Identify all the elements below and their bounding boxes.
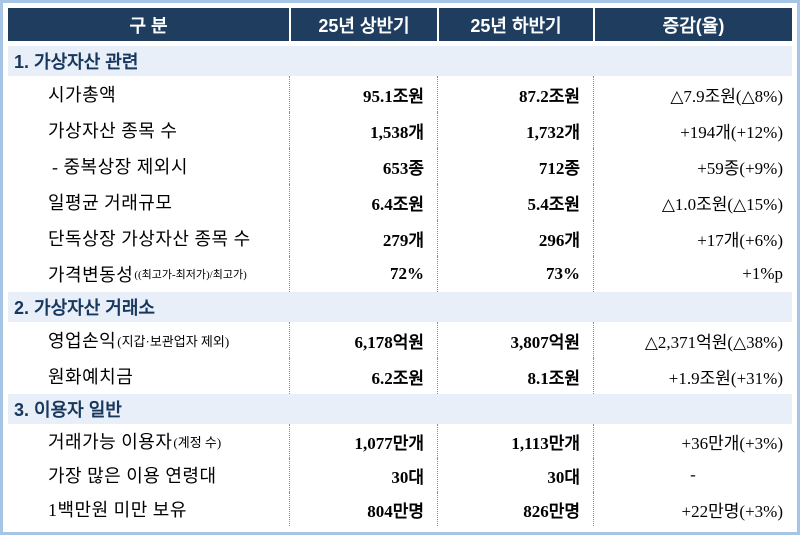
- row-value-h2: 296개: [437, 220, 593, 256]
- table-row: 거래가능 이용자 (계정 수) 1,077만개 1,113만개 +36만개(+3%…: [8, 424, 792, 458]
- table-row: 1백만원 미만 보유 804만명 826만명 +22만명(+3%): [8, 492, 792, 526]
- row-value-change: +17개(+6%): [593, 220, 792, 256]
- row-label-note: ((최고가-최저가)/최고가): [134, 269, 247, 281]
- row-value-h2: 30대: [437, 458, 593, 492]
- row-value-h1: 95.1조원: [289, 76, 437, 112]
- row-value-h1: 1,077만개: [289, 424, 437, 458]
- table-header-row: 구 분 25년 상반기 25년 하반기 증감(율): [8, 8, 792, 41]
- table-row: 일평균 거래규모 6.4조원 5.4조원 △1.0조원(△15%): [8, 184, 792, 220]
- row-label: 단독상장 가상자산 종목 수: [48, 229, 251, 249]
- row-value-h1: 279개: [289, 220, 437, 256]
- row-value-h2: 87.2조원: [437, 76, 593, 112]
- row-value-h2: 1,113만개: [437, 424, 593, 458]
- row-value-h1: 653종: [289, 148, 437, 184]
- row-value-h1: 6.4조원: [289, 184, 437, 220]
- table-row: 영업손익 (지갑·보관업자 제외) 6,178억원 3,807억원 △2,371억…: [8, 322, 792, 358]
- section-exchanges: 2. 가상자산 거래소 영업손익 (지갑·보관업자 제외) 6,178억원 3,8…: [8, 292, 792, 394]
- row-label: 영업손익: [48, 331, 117, 351]
- row-label: 원화예치금: [48, 367, 134, 387]
- header-cell-2025-h1: 25년 상반기: [289, 8, 437, 41]
- section-title: 3. 이용자 일반: [8, 394, 792, 424]
- row-label-note: (계정 수): [173, 434, 222, 450]
- header-cell-category: 구 분: [129, 15, 168, 36]
- table-row: 가상자산 종목 수 1,538개 1,732개 +194개(+12%): [8, 112, 792, 148]
- section-users: 3. 이용자 일반 거래가능 이용자 (계정 수) 1,077만개 1,113만개…: [8, 394, 792, 526]
- row-value-change: +36만개(+3%): [593, 424, 792, 458]
- row-label: 시가총액: [48, 85, 117, 105]
- row-value-change: +22만명(+3%): [593, 492, 792, 526]
- row-value-change: +1%p: [593, 256, 792, 292]
- row-label-note: (지갑·보관업자 제외): [117, 333, 230, 349]
- row-label: 가격변동성: [48, 265, 134, 285]
- row-value-change: +194개(+12%): [593, 112, 792, 148]
- row-value-h1: 804만명: [289, 492, 437, 526]
- row-label: 가상자산 종목 수: [48, 121, 178, 141]
- table-row: 가장 많은 이용 연령대 30대 30대 -: [8, 458, 792, 492]
- row-value-h1: 6.2조원: [289, 358, 437, 394]
- row-value-change: -: [593, 458, 792, 492]
- section-title: 2. 가상자산 거래소: [8, 292, 792, 322]
- row-value-change: △2,371억원(△38%): [593, 322, 792, 358]
- row-value-h1: 1,538개: [289, 112, 437, 148]
- header-cell-change: 증감(율): [593, 8, 792, 41]
- section-title: 1. 가상자산 관련: [8, 46, 792, 76]
- table-row: 가격변동성 ((최고가-최저가)/최고가) 72% 73% +1%p: [8, 256, 792, 292]
- row-value-h1: 6,178억원: [289, 322, 437, 358]
- row-value-h1: 30대: [289, 458, 437, 492]
- row-value-h2: 3,807억원: [437, 322, 593, 358]
- row-value-change: △7.9조원(△8%): [593, 76, 792, 112]
- header-cell-2025-h2: 25년 하반기: [437, 8, 593, 41]
- row-value-change: +59종(+9%): [593, 148, 792, 184]
- table-row: - 중복상장 제외시 653종 712종 +59종(+9%): [8, 148, 792, 184]
- table-row: 시가총액 95.1조원 87.2조원 △7.9조원(△8%): [8, 76, 792, 112]
- row-value-h2: 5.4조원: [437, 184, 593, 220]
- row-value-h1: 72%: [289, 256, 437, 292]
- row-value-h2: 712종: [437, 148, 593, 184]
- row-value-change: △1.0조원(△15%): [593, 184, 792, 220]
- row-value-h2: 8.1조원: [437, 358, 593, 394]
- row-label: - 중복상장 제외시: [52, 157, 188, 177]
- row-label: 거래가능 이용자: [48, 432, 173, 452]
- row-value-h2: 826만명: [437, 492, 593, 526]
- table-row: 원화예치금 6.2조원 8.1조원 +1.9조원(+31%): [8, 358, 792, 394]
- row-label: 일평균 거래규모: [48, 193, 173, 213]
- row-value-change: +1.9조원(+31%): [593, 358, 792, 394]
- row-value-h2: 1,732개: [437, 112, 593, 148]
- row-label: 가장 많은 이용 연령대: [48, 466, 217, 486]
- table-row: 단독상장 가상자산 종목 수 279개 296개 +17개(+6%): [8, 220, 792, 256]
- row-value-h2: 73%: [437, 256, 593, 292]
- section-virtual-asset: 1. 가상자산 관련 시가총액 95.1조원 87.2조원 △7.9조원(△8%…: [8, 46, 792, 292]
- row-label: 1백만원 미만 보유: [48, 500, 187, 520]
